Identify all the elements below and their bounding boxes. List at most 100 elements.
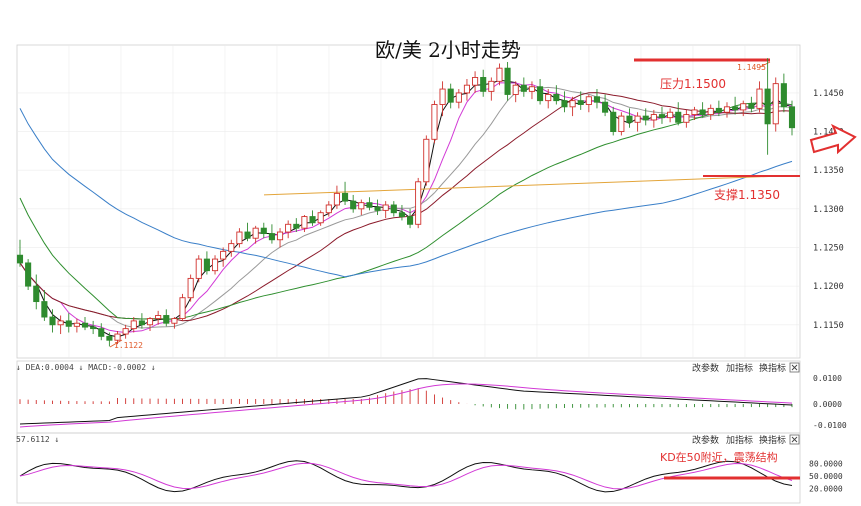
kd-switch-indicator-button[interactable]: 换指标 [759, 434, 786, 446]
price-tick-label: 1.1450 [813, 89, 844, 99]
candle-body [667, 111, 674, 119]
price-tick-label: 1.1400 [813, 128, 844, 138]
macd-dea-line [19, 383, 793, 428]
candle-body [431, 104, 438, 140]
candle-body [65, 320, 72, 327]
candle-body [756, 88, 763, 109]
candle-body [16, 254, 24, 264]
candle-body [41, 301, 48, 318]
candle-body [57, 320, 64, 326]
candle-body [366, 202, 373, 208]
candle-body [98, 328, 105, 337]
candle-body [25, 262, 32, 287]
candle-body [179, 297, 186, 320]
candle-body [260, 227, 267, 235]
candle-body [390, 204, 397, 214]
macd-add-indicator-button[interactable]: 加指标 [726, 362, 753, 374]
candle-body [90, 326, 97, 330]
kd-edit-params-button[interactable]: 改参数 [692, 434, 719, 446]
ma-line-maroon [19, 92, 793, 322]
price-tick-label: 1.1250 [813, 243, 844, 253]
right-arrow-icon [809, 123, 857, 155]
candle-body [342, 192, 349, 202]
price-tick-label: 1.1200 [813, 282, 844, 292]
candle-body [463, 84, 470, 94]
candle-body [691, 109, 698, 116]
candle-body [545, 94, 552, 102]
kd-k-line [19, 460, 793, 493]
low-marker: 1.1122 [114, 341, 143, 350]
chart-title: 欧/美 2小时走势 [375, 38, 521, 62]
candle-body [73, 322, 80, 327]
candle-body [114, 333, 121, 341]
candle-body [122, 328, 129, 335]
candle-body [723, 106, 731, 113]
main-panel-frame [16, 44, 801, 359]
candle-body [130, 320, 137, 330]
trend-level-line [263, 175, 793, 196]
candle-body [146, 318, 154, 326]
kd-note: KD在50附近，震荡结构 [660, 450, 778, 464]
high-marker-pointer [759, 61, 771, 68]
candle-body [187, 277, 194, 299]
kd-header: 57.6112 ↓ [16, 435, 59, 444]
macd-header: ↓ DEA:0.0004 ↓ MACD:-0.0002 ↓ [16, 363, 156, 372]
price-tick-label: 1.1150 [813, 321, 844, 331]
candle-body [358, 202, 365, 210]
high-marker: 1.1495 [737, 63, 766, 72]
macd-tick-label: -0.0100 [813, 421, 847, 430]
price-tick-label: 1.1350 [813, 166, 844, 176]
candle-body [496, 67, 503, 82]
candle-body [561, 100, 568, 108]
kd-tick-label: 50.0000 [809, 472, 843, 481]
kd-panel: 80.0000 50.0000 20.0000 [19, 459, 843, 494]
low-marker-pointer [109, 339, 123, 348]
candle-body [333, 192, 340, 206]
candle-body [285, 223, 292, 233]
price-tick-label: 1.1300 [813, 205, 844, 215]
macd-tick-label: 0.0000 [813, 400, 842, 409]
candle-body [220, 250, 227, 260]
candle-body [472, 77, 479, 86]
candle-body [447, 88, 454, 103]
candle-body [658, 114, 666, 119]
candle-body [764, 88, 771, 125]
candle-body [504, 67, 511, 95]
ma-line-gray [19, 86, 793, 329]
candle-body [423, 138, 430, 183]
close-icon[interactable] [789, 362, 800, 373]
candle-body [699, 109, 706, 116]
close-icon[interactable] [789, 434, 800, 445]
candle-body [317, 212, 324, 224]
candle-body [325, 204, 332, 214]
candle-body [642, 115, 649, 121]
candle-body [569, 100, 576, 108]
macd-edit-params-button[interactable]: 改参数 [692, 362, 719, 374]
macd-switch-indicator-button[interactable]: 换指标 [759, 362, 786, 374]
candle-body [382, 204, 389, 211]
candle-body [301, 216, 308, 229]
candle-body [407, 216, 414, 225]
candle-body [350, 200, 357, 210]
candle-body [155, 315, 162, 320]
candle-body [772, 83, 779, 125]
support-label: 支撑1.1350 [714, 187, 780, 202]
candle-body [780, 83, 787, 108]
candle-body [171, 318, 178, 324]
macd-dif-line [19, 378, 793, 425]
kd-add-indicator-button[interactable]: 加指标 [726, 434, 753, 446]
candle-body [488, 80, 495, 92]
level-lines [109, 58, 800, 348]
candle-body [203, 258, 210, 272]
candle-body [268, 233, 275, 241]
candle-body [138, 320, 145, 326]
resistance-label: 压力1.1500 [660, 77, 726, 91]
candle-body [374, 206, 381, 211]
ma-line-blue [19, 108, 793, 278]
candle-body [602, 101, 609, 113]
candle-body [707, 107, 714, 116]
macd-panel: 0.0100 0.0000 -0.0100 [19, 374, 847, 430]
candle-body [236, 231, 243, 245]
kd-tick-label: 80.0000 [809, 459, 843, 468]
candlesticks [16, 58, 796, 347]
